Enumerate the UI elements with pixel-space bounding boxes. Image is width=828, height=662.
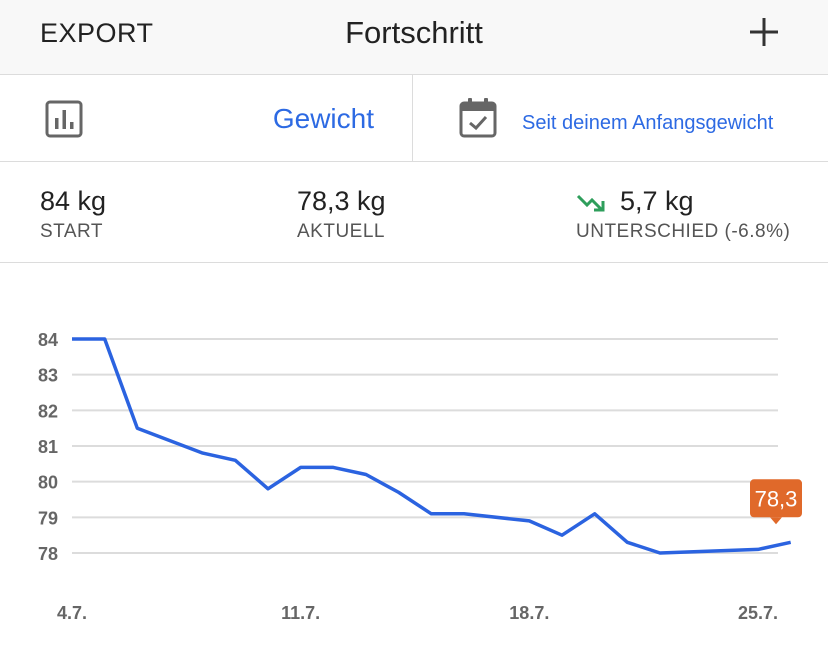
- weight-series-line: [72, 337, 792, 555]
- tooltip-pointer: [770, 517, 782, 525]
- stats-row: 84 kg START 78,3 kg AKTUELL 5,7 kg UNTER…: [0, 162, 828, 263]
- top-bar: EXPORT Fortschritt: [0, 0, 828, 75]
- difference-label: UNTERSCHIED (-6.8%): [576, 221, 791, 242]
- y-tick-label: 78: [38, 544, 58, 564]
- range-selector[interactable]: Seit deinem Anfangsgewicht: [413, 75, 828, 161]
- difference-stat: 5,7 kg UNTERSCHIED (-6.8%): [576, 186, 790, 243]
- value-tooltip: [750, 479, 802, 518]
- current-stat: 78,3 kg AKTUELL: [297, 186, 386, 243]
- y-tick-label: 81: [38, 437, 58, 457]
- y-tick-label: 82: [38, 401, 58, 421]
- start-stat: 84 kg START: [40, 186, 106, 243]
- start-value: 84 kg: [40, 186, 107, 216]
- selector-row: Gewicht Seit deinem Anfangsgewicht: [0, 75, 828, 162]
- range-label: Seit deinem Anfangsgewicht: [522, 112, 774, 134]
- y-tick-label: 80: [38, 473, 58, 493]
- start-label: START: [40, 221, 104, 242]
- calendar-check-icon: [459, 98, 497, 138]
- x-tick-label: 4.7.: [57, 603, 87, 623]
- difference-value: 5,7 kg: [620, 186, 694, 216]
- metric-label: Gewicht: [272, 103, 374, 134]
- add-button[interactable]: [744, 12, 784, 52]
- current-label: AKTUELL: [297, 221, 385, 242]
- tooltip-value: 78,3: [755, 486, 798, 511]
- y-tick-label: 83: [38, 366, 58, 386]
- trend-down-icon: [576, 194, 605, 211]
- bar-chart-icon: [45, 100, 83, 138]
- y-tick-label: 79: [38, 508, 58, 528]
- weight-line-chart: 84 83 82 81 80 79 78 4.7. 11.7. 18.7. 25.7. 78,3: [38, 330, 802, 623]
- y-tick-label: 84: [38, 330, 58, 350]
- plus-icon: [750, 18, 778, 46]
- export-button[interactable]: EXPORT: [40, 18, 154, 48]
- metric-selector[interactable]: Gewicht: [0, 75, 413, 161]
- x-tick-label: 11.7.: [281, 603, 320, 623]
- weight-chart: 84 83 82 81 80 79 78 4.7. 11.7. 18.7. 25.7. 78,3: [0, 263, 828, 662]
- current-value: 78,3 kg: [297, 186, 386, 216]
- x-tick-label: 25.7.: [738, 603, 778, 623]
- x-tick-label: 18.7.: [509, 603, 549, 623]
